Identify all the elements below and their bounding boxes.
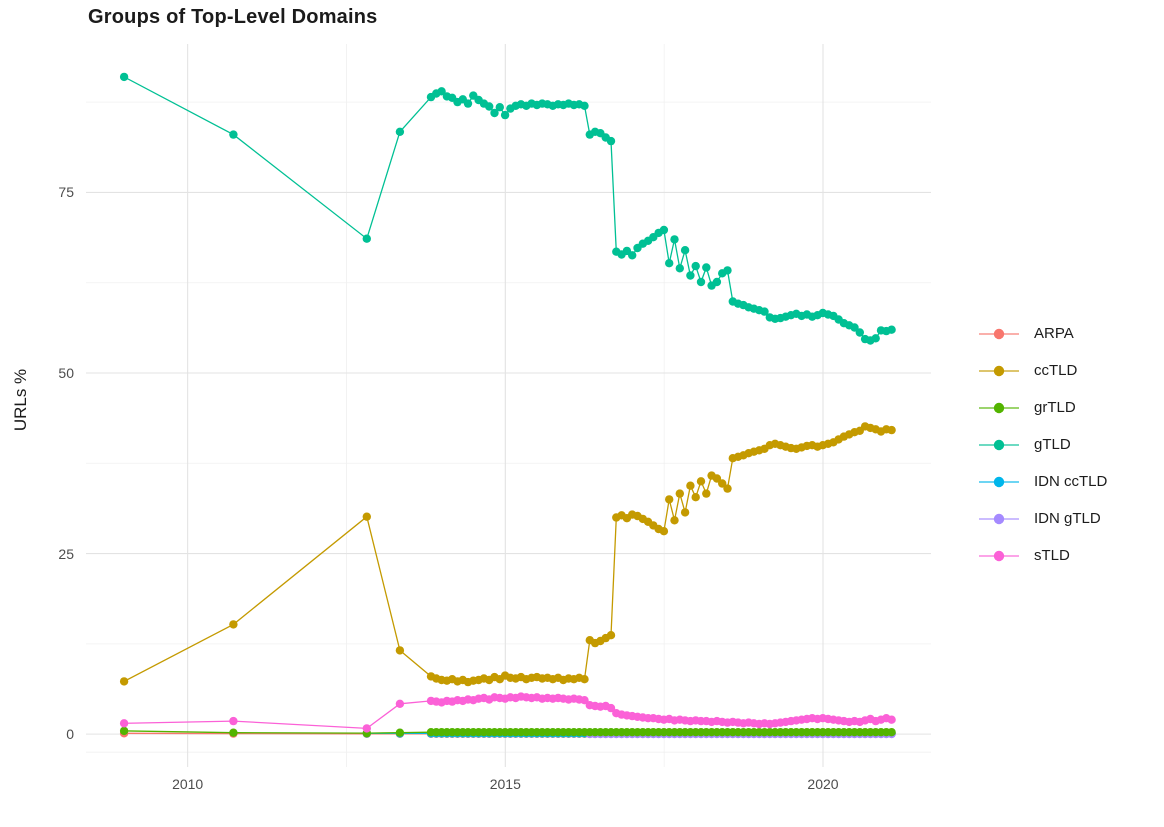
series-point-gTLD [723, 266, 732, 275]
series-point-ccTLD [229, 620, 238, 629]
series-point-gTLD [702, 263, 711, 272]
x-tick-label: 2020 [807, 776, 839, 792]
series-point-ccTLD [580, 675, 589, 684]
x-tick-label: 2010 [172, 776, 204, 792]
series-point-sTLD [606, 703, 616, 713]
series-point-ccTLD [606, 631, 616, 640]
legend-item-gtld: gTLD [977, 426, 1107, 463]
series-point-gTLD [485, 102, 494, 111]
legend-item-cctld: ccTLD [977, 352, 1107, 389]
series-point-sTLD [229, 716, 238, 726]
series-point-sTLD [580, 696, 589, 705]
series-point-gTLD [712, 277, 722, 287]
legend-key-icon [979, 365, 1019, 376]
series-point-gTLD [490, 108, 499, 118]
series-point-sTLD [362, 724, 371, 733]
x-tick-label: 2015 [489, 776, 521, 792]
series-point-sTLD [119, 719, 129, 728]
legend: ARPA ccTLD grTLD gTLD IDN ccTLD IDN gTLD sTLD [977, 315, 1107, 574]
series-point-ccTLD [887, 425, 896, 435]
legend-item-stld: sTLD [977, 537, 1107, 574]
series-point-ccTLD [362, 512, 371, 521]
series-point-ccTLD [119, 677, 129, 686]
legend-label: grTLD [1034, 399, 1076, 416]
legend-key-icon [979, 402, 1019, 413]
series-point-ccTLD [712, 474, 722, 483]
series-point-gTLD [500, 110, 510, 120]
series-point-gTLD [691, 261, 700, 271]
legend-key-icon [979, 513, 1019, 524]
series-point-gTLD [850, 323, 859, 332]
series-point-gTLD [580, 101, 589, 110]
y-tick-label: 75 [58, 184, 74, 201]
series-point-ccTLD [670, 516, 679, 525]
legend-label: IDN gTLD [1034, 510, 1101, 527]
legend-label: ccTLD [1034, 362, 1078, 379]
series-point-ccTLD [659, 527, 669, 536]
series-point-gTLD [696, 277, 706, 287]
y-tick-label: 25 [58, 545, 74, 562]
series-point-gTLD [437, 87, 446, 96]
series-point-grTLD [887, 728, 896, 737]
y-tick-label: 50 [58, 364, 74, 381]
legend-key-icon [979, 476, 1019, 487]
chart-title: Groups of Top-Level Domains [88, 6, 378, 28]
legend-key-icon [979, 550, 1019, 561]
series-point-sTLD [395, 699, 405, 708]
series-point-ccTLD [665, 495, 674, 504]
y-tick-label: 0 [66, 726, 74, 743]
legend-item-arpa: ARPA [977, 315, 1107, 352]
series-point-gTLD [495, 103, 504, 112]
series-point-grTLD [119, 726, 129, 736]
series-point-grTLD [395, 728, 405, 737]
series-point-gTLD [665, 259, 674, 268]
legend-item-idn-gtld: IDN gTLD [977, 500, 1107, 537]
legend-label: gTLD [1034, 436, 1071, 453]
legend-item-grtld: grTLD [977, 389, 1107, 426]
legend-label: ARPA [1034, 325, 1074, 342]
series-point-ccTLD [675, 489, 684, 498]
series-point-gTLD [659, 225, 669, 235]
series-point-gTLD [760, 307, 769, 316]
legend-label: IDN ccTLD [1034, 473, 1108, 490]
series-point-gTLD [628, 251, 637, 260]
plot-panel [86, 44, 931, 767]
series-point-gTLD [871, 334, 880, 343]
series-point-gTLD [606, 136, 616, 146]
series-point-gTLD [229, 130, 238, 139]
series-point-sTLD [887, 715, 896, 724]
legend-label: sTLD [1034, 547, 1070, 564]
series-point-gTLD [675, 264, 684, 273]
series-point-ccTLD [723, 484, 732, 493]
series-point-ccTLD [691, 493, 700, 502]
series-point-gTLD [670, 235, 679, 244]
legend-item-idn-cctld: IDN ccTLD [977, 463, 1107, 500]
series-point-grTLD [229, 728, 238, 737]
series-point-gTLD [119, 72, 129, 82]
series-point-ccTLD [718, 479, 727, 488]
legend-key-icon [979, 439, 1019, 450]
series-point-ccTLD [680, 508, 690, 517]
series-point-gTLD [395, 127, 405, 136]
series-point-ccTLD [686, 481, 695, 490]
series-point-gTLD [463, 99, 473, 108]
series-point-ccTLD [702, 489, 711, 498]
series-point-gTLD [362, 234, 371, 243]
series-point-gTLD [680, 246, 690, 255]
series-point-gTLD [686, 271, 695, 280]
series-point-gTLD [855, 328, 864, 337]
series-point-ccTLD [696, 477, 706, 486]
legend-key-icon [979, 328, 1019, 339]
series-point-ccTLD [395, 646, 405, 655]
series-point-gTLD [887, 325, 896, 334]
